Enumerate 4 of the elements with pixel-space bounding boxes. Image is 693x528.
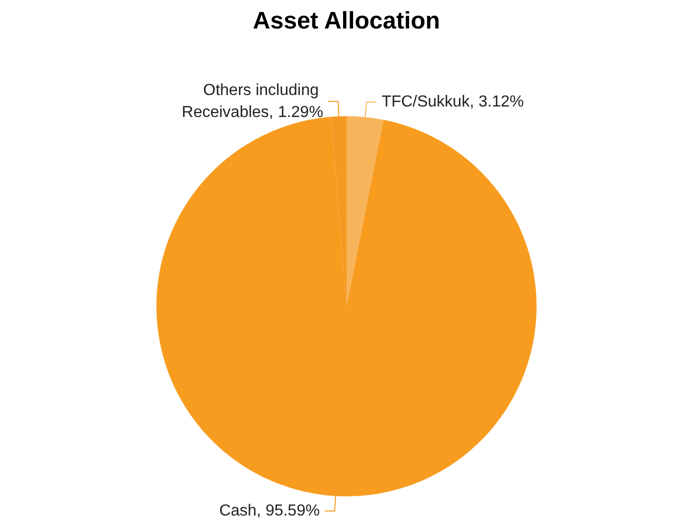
chart-title: Asset Allocation	[252, 8, 440, 34]
slice-label: Others including Receivables, 1.29%	[182, 82, 324, 121]
slice-label: Cash, 95.59%	[219, 502, 320, 520]
slice-label: TFC/Sukkuk, 3.12%	[382, 94, 524, 111]
